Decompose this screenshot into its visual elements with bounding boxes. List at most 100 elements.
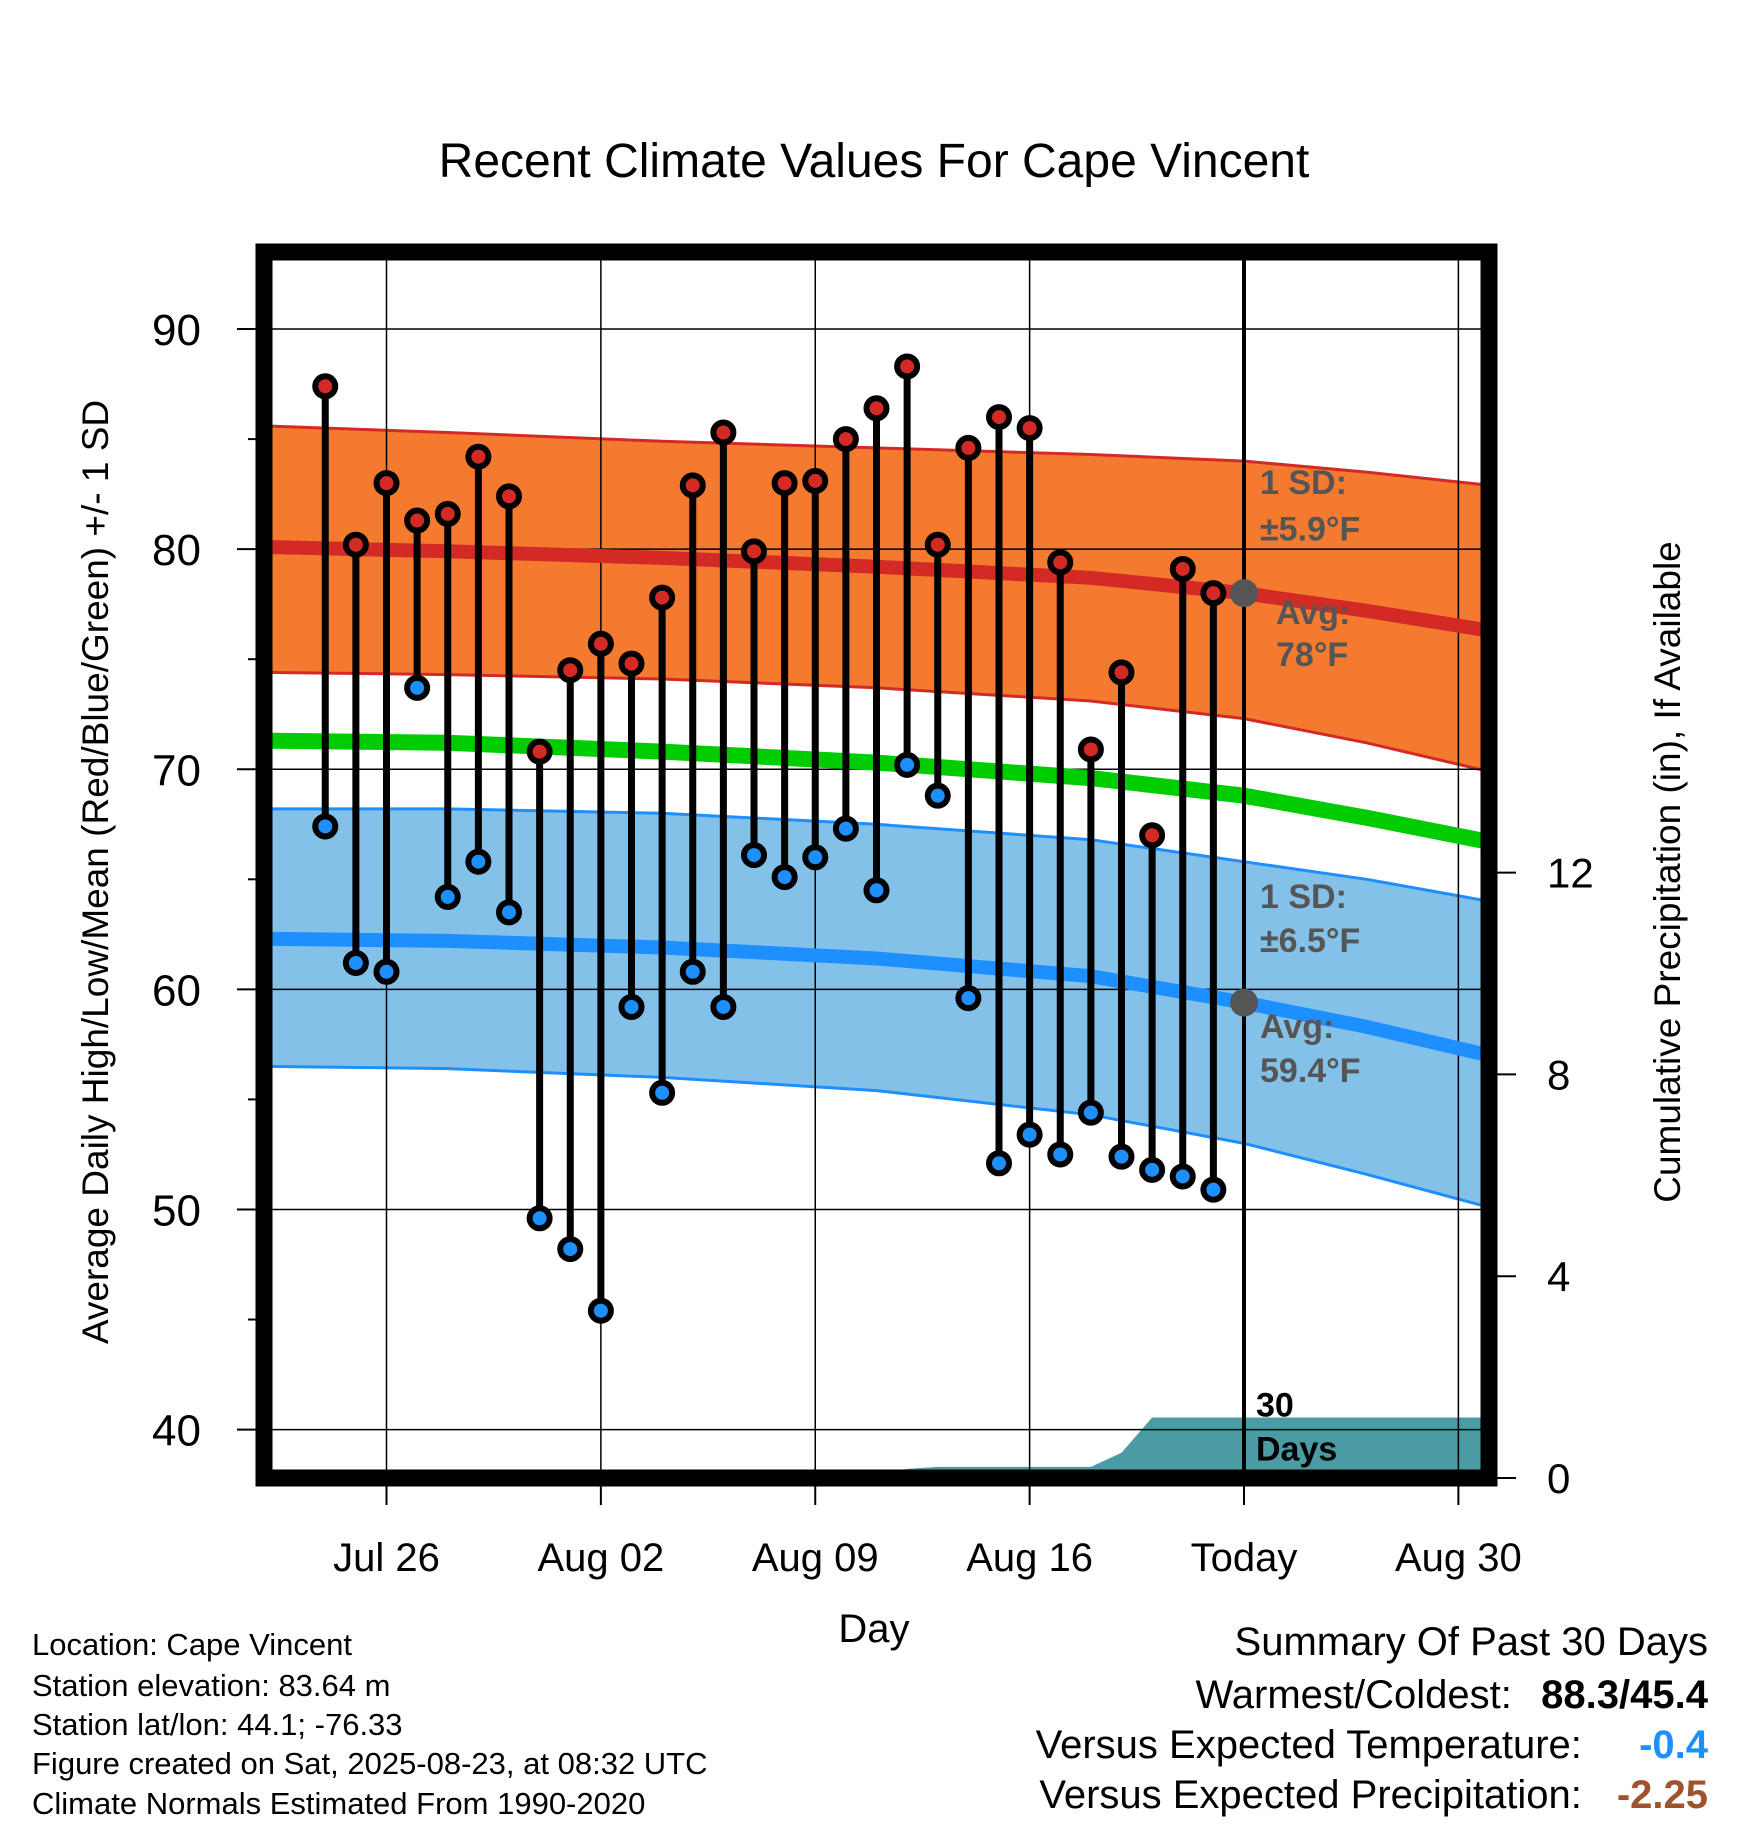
- daily-low-point: [373, 958, 400, 985]
- info-location: Location: Cape Vincent: [32, 1627, 352, 1662]
- daily-high-point: [465, 443, 492, 470]
- y-tick-label: 50: [152, 1186, 201, 1235]
- daily-low-point: [526, 1205, 553, 1232]
- daily-high-point: [434, 500, 461, 527]
- summary-warmest-value: 88.3/45.4: [1541, 1673, 1708, 1717]
- daily-high-point: [771, 470, 798, 497]
- daily-high-point: [894, 353, 921, 380]
- daily-high-point: [1169, 555, 1196, 582]
- y2-tick-label: 0: [1547, 1455, 1570, 1502]
- x-tick-label: Aug 09: [752, 1536, 879, 1580]
- summary-precip-value: -2.25: [1616, 1773, 1708, 1817]
- daily-high-point: [924, 531, 951, 558]
- summary-warmest-row: Warmest/Coldest: 88.3/45.4: [1196, 1673, 1709, 1718]
- daily-low-point: [1047, 1141, 1074, 1168]
- daily-high-point: [955, 434, 982, 461]
- daily-low-point: [618, 993, 645, 1020]
- daily-low-point: [465, 848, 492, 875]
- y2-axis-label: Cumulative Precipitation (in), If Availa…: [1647, 541, 1688, 1203]
- chart-title: Recent Climate Values For Cape Vincent: [439, 135, 1310, 188]
- y2-tick-label: 12: [1547, 850, 1594, 897]
- y2-tick-label: 4: [1547, 1253, 1570, 1300]
- summary-temp-row: Versus Expected Temperature: -0.4: [1036, 1723, 1708, 1768]
- daily-high-point: [1200, 580, 1227, 607]
- info-latlon: Station lat/lon: 44.1; -76.33: [32, 1707, 403, 1742]
- daily-high-point: [649, 584, 676, 611]
- y-tick-label: 70: [152, 746, 201, 795]
- y-tick-label: 90: [152, 306, 201, 355]
- daily-high-point: [404, 507, 431, 534]
- x-tick-label: Today: [1191, 1536, 1298, 1580]
- daily-low-point: [894, 751, 921, 778]
- daily-low-point: [741, 842, 767, 869]
- high-band-upper-edge: [264, 424, 1489, 487]
- daily-low-point: [924, 782, 951, 809]
- precip-area: [264, 1417, 1489, 1478]
- summary-warmest-label: Warmest/Coldest:: [1195, 1673, 1512, 1717]
- daily-low-point: [1108, 1143, 1135, 1170]
- daily-high-point: [557, 657, 584, 684]
- summary-precip-row: Versus Expected Precipitation: -2.25: [1039, 1773, 1708, 1818]
- daily-low-point: [955, 985, 982, 1012]
- daily-low-point: [1077, 1099, 1104, 1126]
- low-sd-annotation-line1: 1 SD:: [1260, 878, 1347, 916]
- avg-high-line: [264, 539, 1489, 638]
- daily-low-point: [832, 815, 859, 842]
- daily-low-point: [1169, 1163, 1196, 1190]
- info-normals: Climate Normals Estimated From 1990-2020: [32, 1786, 646, 1821]
- avg-low-line: [264, 931, 1489, 1063]
- days-annotation-line2: Days: [1256, 1430, 1337, 1468]
- plot-frame: [255, 243, 1498, 1487]
- daily-high-point: [1108, 659, 1135, 686]
- y-tick-label: 80: [152, 526, 201, 575]
- low-sd-annotation-line2: ±6.5°F: [1260, 922, 1360, 960]
- y2-tick-label: 8: [1547, 1051, 1570, 1098]
- daily-high-point: [986, 404, 1012, 431]
- summary-temp-value: -0.4: [1639, 1723, 1708, 1767]
- low-avg-today-marker: [1230, 988, 1258, 1017]
- daily-low-point: [1200, 1176, 1227, 1203]
- daily-low-point: [802, 844, 829, 871]
- daily-high-point: [832, 426, 859, 453]
- daily-low-point: [434, 883, 461, 910]
- summary-title: Summary Of Past 30 Days: [1234, 1620, 1708, 1664]
- high-sd-annotation-line1: 1 SD:: [1260, 464, 1347, 502]
- x-tick-label: Jul 26: [333, 1536, 440, 1580]
- y-tick-label: 60: [152, 966, 201, 1015]
- daily-low-point: [496, 899, 522, 926]
- info-created: Figure created on Sat, 2025-08-23, at 08…: [32, 1746, 708, 1781]
- low-avg-annotation-line1: Avg:: [1260, 1008, 1334, 1046]
- daily-high-point: [1016, 415, 1043, 442]
- daily-low-point: [986, 1150, 1012, 1177]
- daily-low-point: [557, 1236, 584, 1263]
- daily-high-point: [1077, 736, 1104, 763]
- days-annotation-line1: 30: [1256, 1386, 1294, 1424]
- low-band-upper-edge: [264, 807, 1489, 903]
- high-avg-today-marker: [1230, 579, 1258, 608]
- daily-low-point: [679, 958, 706, 985]
- summary-temp-label: Versus Expected Temperature:: [1035, 1723, 1582, 1767]
- x-tick-label: Aug 30: [1395, 1536, 1522, 1580]
- high-sd-annotation-line2: ±5.9°F: [1260, 510, 1360, 548]
- daily-high-point: [587, 630, 614, 657]
- high-band-lower-edge: [264, 670, 1489, 773]
- avg-mean-line: [264, 732, 1489, 850]
- daily-high-point: [342, 531, 369, 558]
- daily-low-point: [312, 813, 339, 840]
- y-axis-label: Average Daily High/Low/Mean (Red/Blue/Gr…: [75, 400, 116, 1344]
- daily-high-point: [618, 650, 645, 677]
- daily-low-point: [342, 949, 369, 976]
- daily-high-point: [496, 483, 522, 510]
- daily-high-point: [373, 470, 400, 497]
- info-elevation: Station elevation: 83.64 m: [32, 1668, 391, 1703]
- high-avg-annotation-line2: 78°F: [1276, 636, 1348, 674]
- daily-low-point: [649, 1079, 676, 1106]
- daily-high-point: [741, 538, 767, 565]
- daily-high-point: [312, 373, 339, 400]
- low-band-lower-edge: [264, 1064, 1489, 1209]
- low-avg-annotation-line2: 59.4°F: [1260, 1052, 1361, 1090]
- daily-high-point: [526, 738, 553, 765]
- x-axis-label: Day: [838, 1607, 909, 1651]
- daily-low-point: [587, 1297, 614, 1324]
